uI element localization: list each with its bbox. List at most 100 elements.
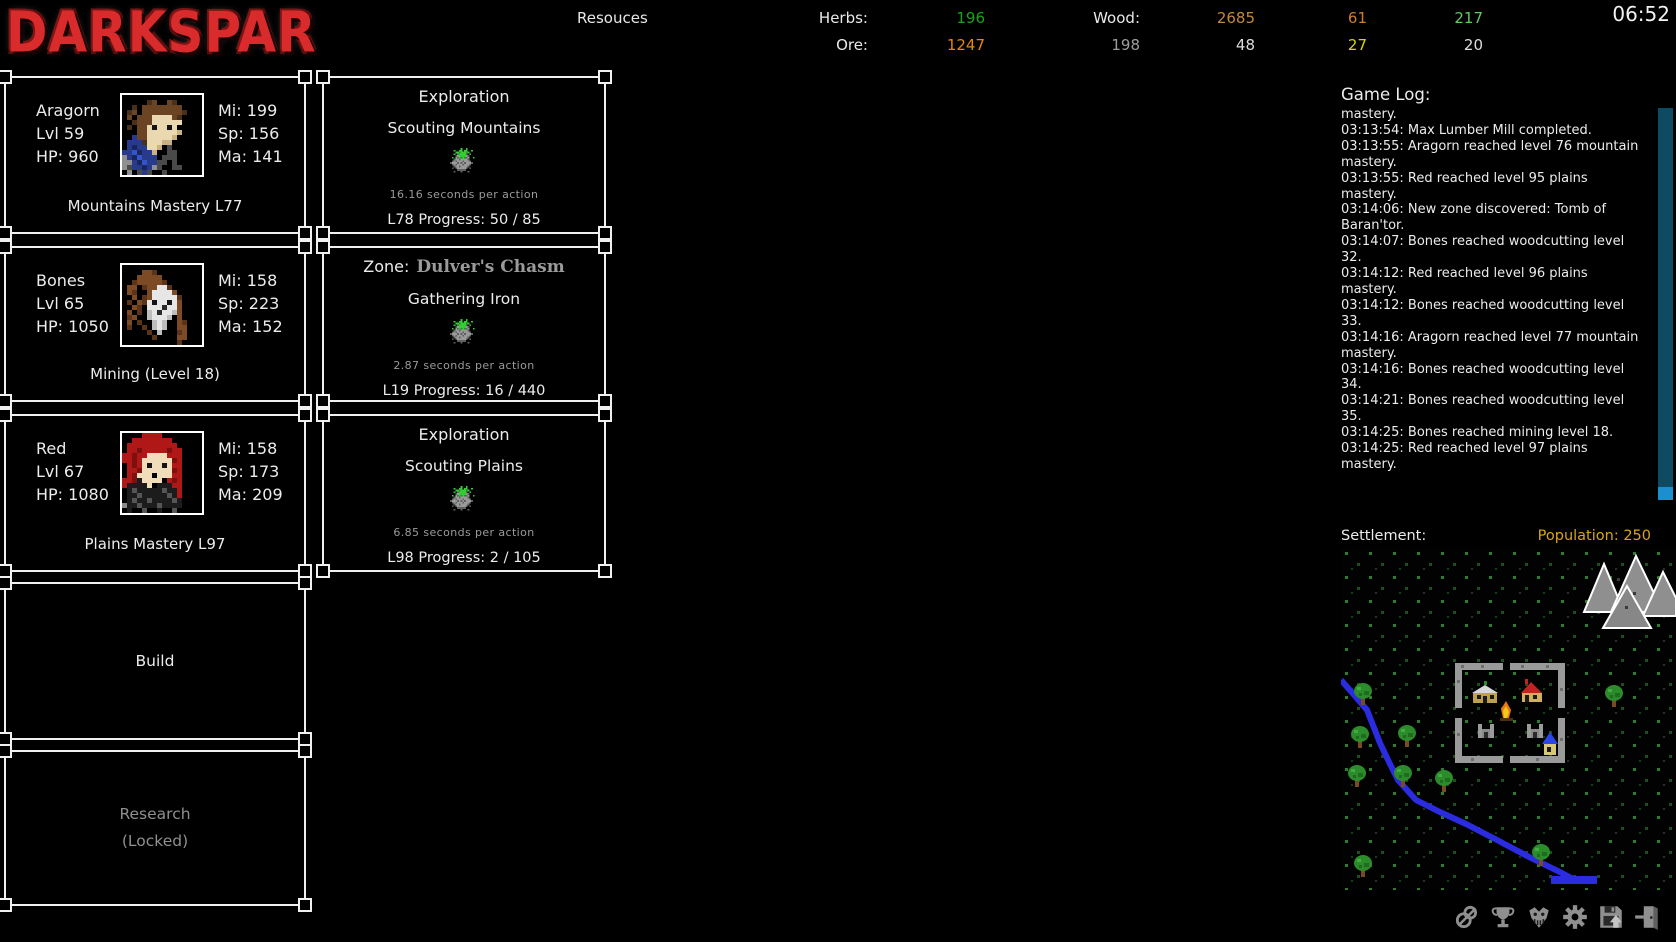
log-entry: mastery. (1341, 107, 1397, 122)
log-entry: 03:13:54: Max Lumber Mill completed. (1341, 122, 1592, 138)
settlement-map[interactable] (1341, 548, 1676, 890)
character-name: Bones (36, 271, 86, 290)
task-panel-scouting-mountains[interactable]: Exploration Scouting Mountains 16.16 sec… (316, 70, 612, 240)
research-panel[interactable]: Research (Locked) (0, 744, 312, 912)
task-progress: L98 Progress: 2 / 105 (387, 550, 541, 566)
task-progress: L78 Progress: 50 / 85 (387, 212, 541, 228)
corner-ornament (316, 408, 330, 422)
character-level: Lvl 59 (36, 124, 85, 143)
mountains-icon (1582, 553, 1676, 629)
character-hp: HP: 1050 (36, 317, 109, 336)
resource-value: 27 (1347, 36, 1367, 54)
corner-ornament (0, 408, 12, 422)
scroll-icon[interactable] (1453, 903, 1481, 931)
footer-toolbar (1453, 903, 1661, 931)
corner-ornament (298, 240, 312, 254)
resource-value-ore: 1247 (946, 36, 985, 54)
corner-ornament (598, 70, 612, 84)
character-name: Red (36, 439, 67, 458)
resource-label-ore: Ore: (836, 36, 868, 54)
task-heading: Exploration (418, 425, 510, 444)
build-label: Build (135, 651, 175, 670)
save-icon[interactable] (1597, 903, 1625, 931)
character-mi: Mi: 199 (218, 101, 278, 120)
game-logo: DARKSPAR (6, 0, 317, 65)
log-scrollbar[interactable] (1658, 108, 1673, 500)
log-entry: 03:14:16: Bones reached woodcutting leve… (1341, 361, 1625, 393)
corner-ornament (0, 240, 12, 254)
log-entry: 03:14:25: Bones reached mining level 18. (1341, 425, 1614, 441)
character-sp: Sp: 173 (218, 462, 280, 481)
task-heading: Zone: (363, 257, 410, 276)
log-entry: 03:14:16: Aragorn reached level 77 mount… (1341, 329, 1639, 361)
log-scrollbar-thumb[interactable] (1658, 487, 1673, 500)
log-entry: 03:14:12: Bones reached woodcutting leve… (1341, 297, 1625, 329)
log-entry: 03:14:25: Red reached level 97 plains ma… (1341, 441, 1588, 472)
corner-ornament (316, 394, 330, 408)
aragorn-portrait-icon (120, 93, 204, 177)
resource-value-herbs: 196 (956, 9, 985, 27)
character-mi: Mi: 158 (218, 271, 278, 290)
tower-building (1542, 732, 1558, 755)
corner-ornament (298, 70, 312, 84)
task-subtitle: Scouting Mountains (387, 119, 541, 137)
resource-value-wood: 2685 (1216, 9, 1255, 27)
task-speed: 2.87 seconds per action (393, 359, 535, 372)
resource-value: 20 (1463, 36, 1483, 54)
corner-ornament (298, 226, 312, 240)
log-entry: 03:13:55: Aragorn reached level 76 mount… (1341, 138, 1639, 170)
character-ma: Ma: 141 (218, 147, 283, 166)
task-zone-name: Dulver's Chasm (416, 257, 565, 277)
settlement-label: Settlement: (1341, 528, 1427, 544)
task-progress: L19 Progress: 16 / 440 (382, 383, 546, 399)
task-panel-scouting-plains[interactable]: Exploration Scouting Plains 6.85 seconds… (316, 408, 612, 578)
corner-ornament (316, 564, 330, 578)
river-pool (1551, 876, 1597, 884)
character-mi: Mi: 158 (218, 439, 278, 458)
population-badge: Population: 250 (1537, 528, 1651, 544)
task-heading: Exploration (418, 87, 510, 106)
character-sp: Sp: 156 (218, 124, 280, 143)
character-activity: Mountains Mastery L77 (67, 197, 243, 215)
exit-icon[interactable] (1633, 903, 1661, 931)
resource-value: 217 (1454, 9, 1483, 27)
character-card-bones[interactable]: Bones Lvl 65 HP: 1050 Mi: 158 Sp: 223 Ma… (0, 240, 312, 408)
build-panel[interactable]: Build (0, 576, 312, 746)
game-log: mastery. 03:13:54: Max Lumber Mill compl… (1341, 107, 1643, 473)
character-hp: HP: 1080 (36, 485, 109, 504)
ruin-building (1527, 724, 1543, 738)
clock: 06:52 (1612, 2, 1670, 26)
resource-value: 198 (1111, 36, 1140, 54)
corner-ornament (598, 394, 612, 408)
demon-icon[interactable] (1525, 903, 1553, 931)
character-sp: Sp: 223 (218, 294, 280, 313)
trophy-icon[interactable] (1489, 903, 1517, 931)
corner-ornament (0, 744, 12, 758)
character-level: Lvl 65 (36, 294, 85, 313)
resource-value: 61 (1347, 9, 1367, 27)
task-panel-gathering-iron[interactable]: Zone: Dulver's Chasm Gathering Iron 2.87 … (316, 240, 612, 408)
gear-icon[interactable] (1561, 903, 1589, 931)
resource-label-herbs: Herbs: (818, 9, 868, 27)
corner-ornament (598, 408, 612, 422)
village-walls (1455, 663, 1565, 763)
character-ma: Ma: 209 (218, 485, 283, 504)
character-activity: Plains Mastery L97 (84, 535, 226, 553)
character-card-aragorn[interactable]: Aragorn Lvl 59 HP: 960 Mi: 199 Sp: 156 M… (0, 70, 312, 240)
ruin-building (1478, 724, 1494, 738)
corner-ornament (0, 898, 12, 912)
corner-ornament (598, 240, 612, 254)
character-card-red[interactable]: Red Lvl 67 HP: 1080 Mi: 158 Sp: 173 Ma: … (0, 408, 312, 578)
house-building (1521, 679, 1542, 702)
game-log-title: Game Log: (1341, 85, 1431, 104)
log-entry: 03:14:21: Bones reached woodcutting leve… (1341, 393, 1625, 425)
corner-ornament (316, 226, 330, 240)
corner-ornament (298, 408, 312, 422)
corner-ornament (298, 744, 312, 758)
character-hp: HP: 960 (36, 147, 99, 166)
character-ma: Ma: 152 (218, 317, 283, 336)
action-spinner-icon (450, 486, 475, 511)
corner-ornament (0, 70, 12, 84)
log-entry: 03:14:07: Bones reached woodcutting leve… (1341, 234, 1625, 266)
